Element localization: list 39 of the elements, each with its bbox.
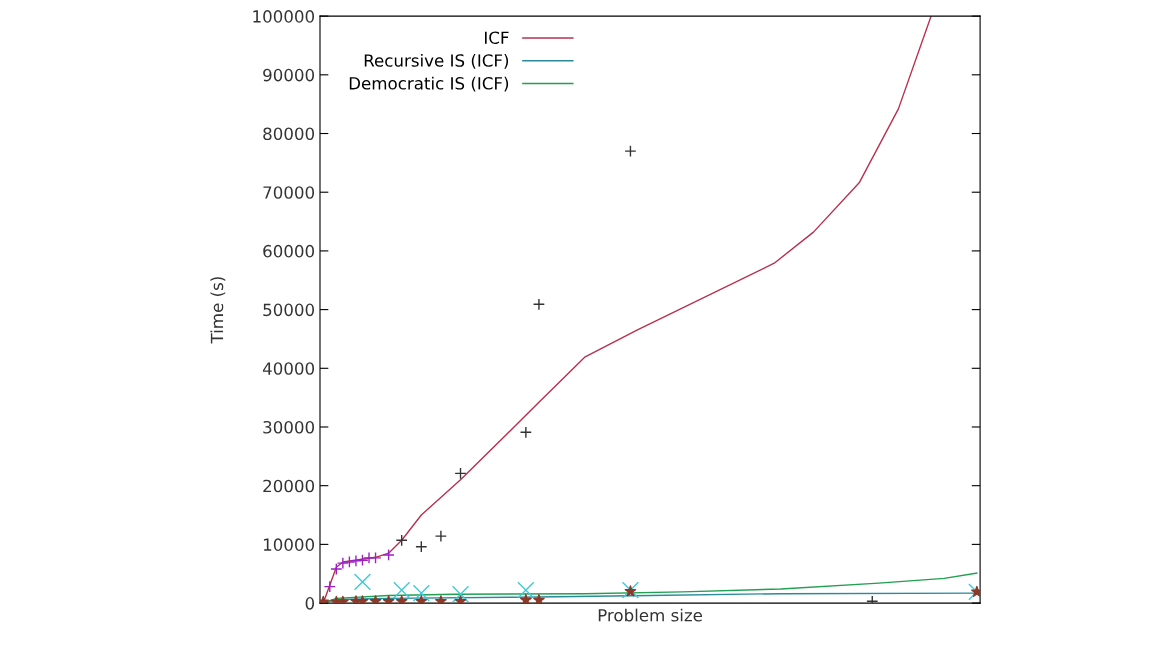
point — [624, 145, 637, 158]
point — [435, 595, 447, 604]
point — [621, 581, 640, 599]
point — [517, 581, 535, 599]
legend-label: Recursive IS (ICF) — [364, 53, 509, 69]
y-tick-label: 10000 — [263, 538, 315, 551]
point — [415, 540, 428, 553]
legend-label: ICF — [485, 31, 509, 45]
x-axis-title: Problem size — [598, 608, 703, 622]
point — [337, 595, 349, 604]
point — [451, 585, 470, 603]
y-tick-label: 90000 — [263, 68, 315, 82]
point — [369, 551, 382, 564]
point — [624, 585, 637, 597]
y-tick-label: 80000 — [263, 127, 315, 141]
point — [454, 467, 467, 480]
point — [412, 584, 430, 602]
y-tick-label: 100000 — [253, 10, 315, 23]
point — [343, 555, 356, 569]
point — [519, 426, 532, 439]
point — [520, 594, 532, 604]
y-tick-label: 20000 — [263, 479, 315, 493]
point — [434, 530, 447, 543]
y-tick-label: 0 — [305, 597, 315, 610]
point — [533, 594, 545, 604]
point — [393, 581, 411, 599]
y-axis-title: Time (s) — [210, 277, 226, 344]
y-tick-label: 70000 — [263, 186, 315, 199]
point — [349, 554, 363, 567]
point — [353, 573, 372, 591]
y-tick-label: 60000 — [263, 244, 315, 258]
y-tick-label: 50000 — [263, 303, 315, 317]
point — [382, 548, 395, 562]
y-tick-label: 30000 — [263, 420, 315, 434]
legend-label: Democratic IS (ICF) — [349, 76, 509, 92]
point — [323, 580, 336, 593]
y-tick-label: 40000 — [262, 362, 315, 375]
point — [395, 534, 408, 547]
point — [532, 298, 546, 311]
